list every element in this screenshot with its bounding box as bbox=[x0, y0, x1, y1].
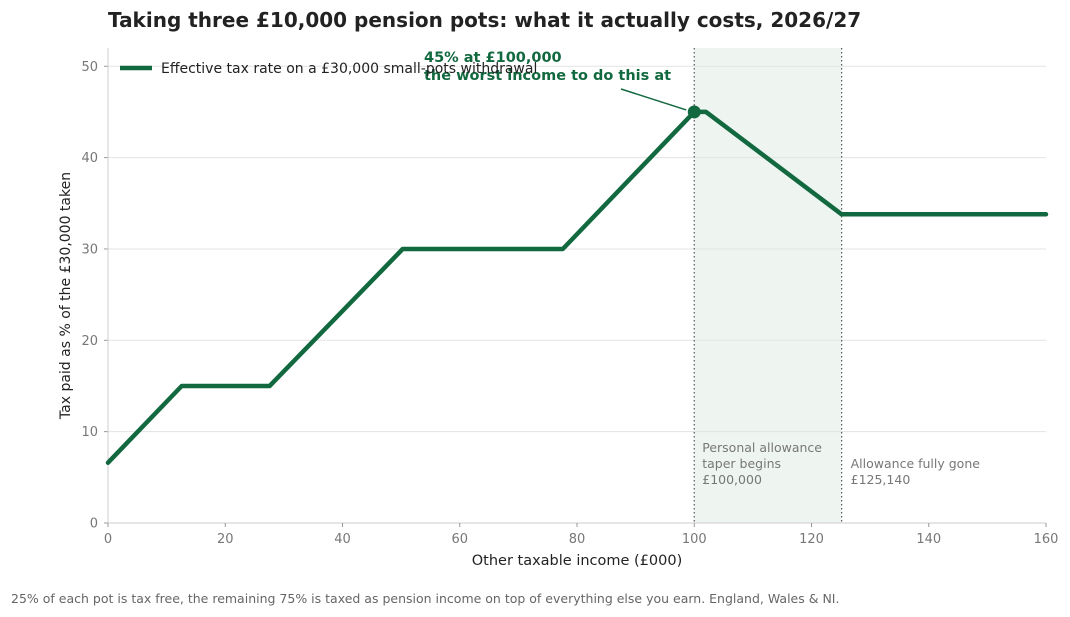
x-axis-label: Other taxable income (£000) bbox=[472, 553, 683, 569]
x-tick-label: 160 bbox=[1034, 532, 1059, 547]
threshold-label: Allowance fully gone bbox=[851, 456, 981, 471]
threshold-label: £125,140 bbox=[851, 472, 911, 487]
legend-label: Effective tax rate on a £30,000 small-po… bbox=[161, 61, 537, 77]
x-tick-label: 40 bbox=[334, 532, 351, 547]
x-tick-label: 120 bbox=[799, 532, 824, 547]
footnote: 25% of each pot is tax free, the remaini… bbox=[11, 591, 840, 606]
y-tick-label: 50 bbox=[81, 60, 98, 75]
x-tick-label: 80 bbox=[569, 532, 586, 547]
annotation-line-1: 45% at £100,000 bbox=[424, 50, 562, 66]
threshold-label: Personal allowance bbox=[702, 440, 822, 455]
chart-title: Taking three £10,000 pension pots: what … bbox=[108, 8, 862, 32]
y-tick-label: 30 bbox=[81, 242, 98, 257]
y-tick-label: 20 bbox=[81, 334, 98, 349]
annotation-line-2: the worst income to do this at bbox=[424, 68, 671, 84]
threshold-label: £100,000 bbox=[702, 472, 762, 487]
x-tick-label: 100 bbox=[682, 532, 707, 547]
y-tick-label: 40 bbox=[81, 151, 98, 166]
x-tick-label: 0 bbox=[104, 532, 112, 547]
threshold-label: taper begins bbox=[702, 456, 781, 471]
annotation-arrow bbox=[620, 88, 687, 111]
y-tick-label: 0 bbox=[90, 517, 98, 532]
y-axis-label: Tax paid as % of the £30,000 taken bbox=[58, 172, 74, 420]
y-tick-label: 10 bbox=[81, 425, 98, 440]
x-tick-label: 60 bbox=[451, 532, 468, 547]
peak-point bbox=[687, 105, 701, 119]
effective-tax-rate-line bbox=[105, 109, 1049, 465]
x-tick-label: 140 bbox=[916, 532, 941, 547]
taper-shaded-region bbox=[694, 48, 842, 523]
x-tick-label: 20 bbox=[217, 532, 234, 547]
